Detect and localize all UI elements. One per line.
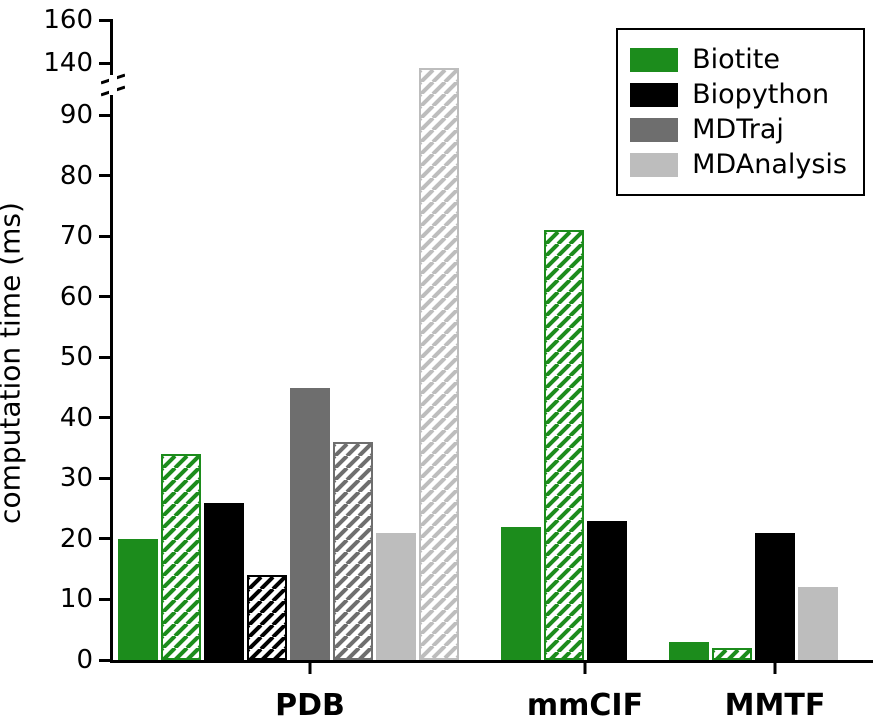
y-tick-label: 30: [60, 463, 93, 493]
y-tick: [99, 295, 113, 298]
y-tick-label: 140: [43, 48, 93, 78]
x-tick: [774, 660, 777, 674]
y-tick-label: 80: [60, 161, 93, 191]
y-tick-label: 90: [60, 100, 93, 130]
y-tick-label: 50: [60, 342, 93, 372]
y-tick-label: 10: [60, 584, 93, 614]
bar-mdanalysis: [419, 68, 459, 660]
y-tick: [99, 598, 113, 601]
bar-mdanalysis: [798, 587, 838, 660]
bar-mdtraj: [333, 442, 373, 660]
legend-swatch: [630, 118, 678, 142]
y-tick: [99, 174, 113, 177]
bar-biotite: [118, 539, 158, 660]
legend-swatch: [630, 153, 678, 177]
x-tick: [309, 660, 312, 674]
x-tick-label: mmCIF: [527, 688, 643, 723]
x-tick: [584, 660, 587, 674]
legend-item-mdanalysis: MDAnalysis: [630, 149, 847, 180]
legend-label: Biotite: [692, 44, 780, 75]
y-tick: [99, 19, 113, 22]
bar-mdanalysis: [376, 533, 416, 660]
bar-biotite: [544, 230, 584, 660]
y-tick: [99, 416, 113, 419]
axis-break-gap: [109, 75, 117, 95]
legend-label: MDAnalysis: [692, 149, 847, 180]
bar-biotite: [712, 648, 752, 660]
y-tick: [99, 114, 113, 117]
y-tick: [99, 477, 113, 480]
legend-item-biotite: Biotite: [630, 44, 847, 75]
y-tick-label: 0: [76, 645, 93, 675]
bar-mdtraj: [290, 388, 330, 660]
y-tick: [99, 62, 113, 65]
y-tick: [99, 356, 113, 359]
y-tick: [99, 659, 113, 662]
legend-item-mdtraj: MDTraj: [630, 114, 847, 145]
bar-biopython: [587, 521, 627, 660]
bar-biotite: [501, 527, 541, 660]
chart-container: computation time (ms) Biotite Biopython MD…: [0, 0, 896, 725]
legend-label: Biopython: [692, 79, 829, 110]
y-tick-label: 70: [60, 221, 93, 251]
y-tick-label: 60: [60, 282, 93, 312]
y-tick: [99, 537, 113, 540]
legend: Biotite Biopython MDTraj MDAnalysis: [616, 28, 865, 196]
legend-label: MDTraj: [692, 114, 784, 145]
legend-swatch: [630, 83, 678, 107]
x-tick-label: PDB: [275, 688, 345, 723]
x-tick-label: MMTF: [725, 688, 826, 723]
legend-swatch: [630, 48, 678, 72]
plot-area: BiotiteBiopythonMDTrajMDAnalysis 0102030…: [110, 20, 873, 663]
bar-biotite: [161, 454, 201, 660]
y-axis-label: computation time (ms): [0, 202, 27, 524]
y-tick-label: 160: [43, 5, 93, 35]
y-tick: [99, 235, 113, 238]
bar-biopython: [204, 503, 244, 660]
bar-biopython: [755, 533, 795, 660]
bar-biotite: [669, 642, 709, 660]
y-tick-label: 40: [60, 403, 93, 433]
y-tick-label: 20: [60, 524, 93, 554]
bar-biopython: [247, 575, 287, 660]
legend-item-biopython: Biopython: [630, 79, 847, 110]
